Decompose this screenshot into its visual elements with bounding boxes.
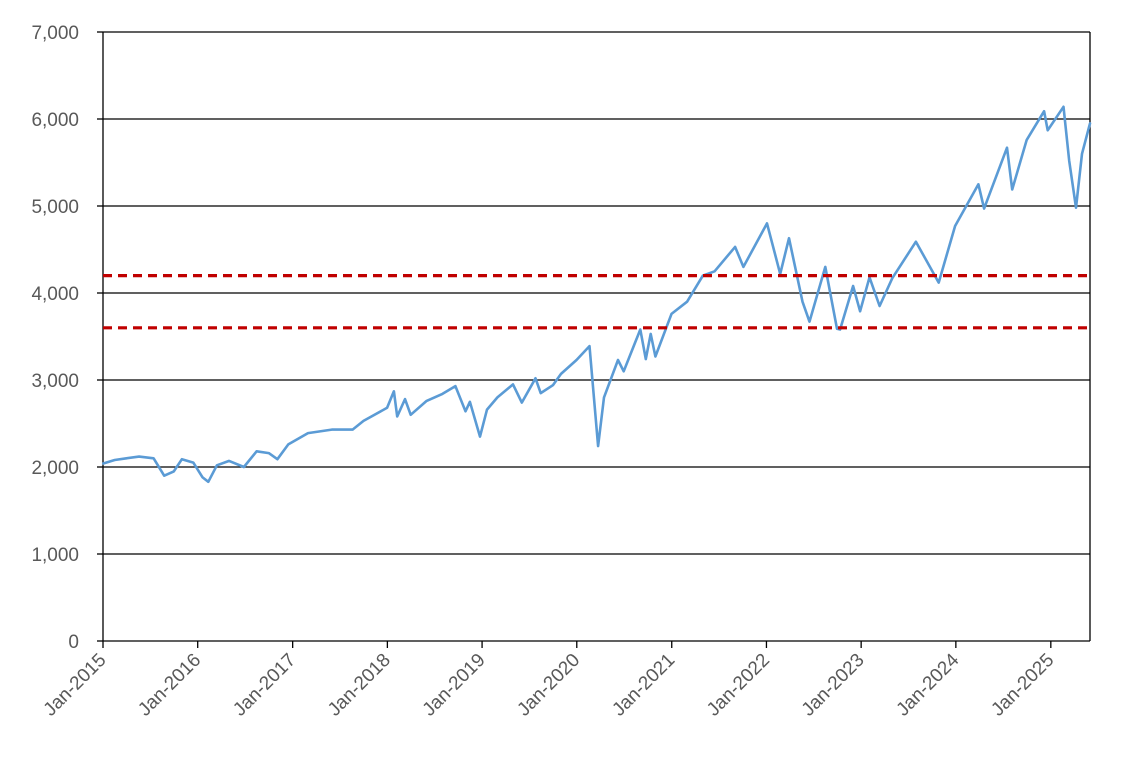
y-tick-label: 3,000 [31, 371, 79, 392]
y-tick-label: 4,000 [31, 284, 79, 305]
x-tick-label: Jan-2016 [134, 650, 205, 721]
reference-lines [103, 274, 1090, 330]
x-tick-label: Jan-2019 [419, 650, 490, 721]
x-tick-label: Jan-2018 [324, 650, 395, 721]
y-tick-label: 2,000 [31, 458, 79, 479]
x-axis-tick-labels: Jan-2015 Jan-2016 Jan-2017 Jan-2018 Jan-2019… [40, 649, 1059, 720]
y-tick-label: 6,000 [31, 110, 79, 131]
axes [97, 31, 1091, 648]
x-tick-label: Jan-2023 [798, 650, 869, 721]
series-group [102, 105, 1092, 484]
y-tick-label: 0 [68, 632, 79, 653]
gridlines [103, 31, 1090, 555]
y-tick-label: 5,000 [31, 197, 79, 218]
x-tick-label: Jan-2021 [608, 650, 679, 721]
x-tick-label: Jan-2022 [703, 650, 774, 721]
y-axis-tick-labels: 0 1,000 2,000 3,000 4,000 5,000 6,000 7,000 [31, 23, 79, 653]
x-tick-label: Jan-2015 [40, 650, 111, 721]
y-tick-label: 7,000 [31, 23, 79, 44]
y-tick-label: 1,000 [31, 545, 79, 566]
x-tick-label: Jan-2020 [513, 650, 584, 721]
x-tick-label: Jan-2017 [229, 650, 300, 721]
x-tick-label: Jan-2025 [987, 650, 1058, 721]
x-tick-label: Jan-2024 [893, 649, 964, 720]
series-line-0 [102, 105, 1092, 484]
